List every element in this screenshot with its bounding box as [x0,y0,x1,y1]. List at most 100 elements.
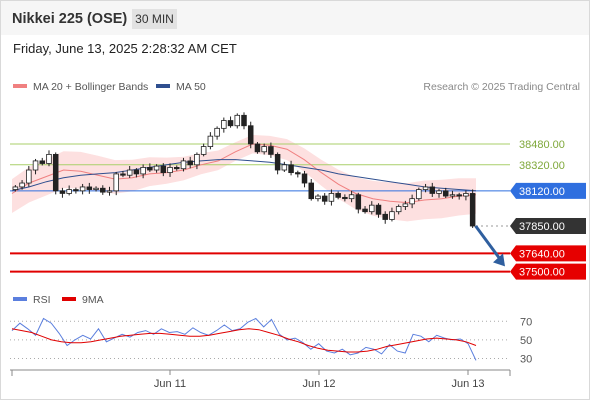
candle-body [19,182,25,188]
candle-body [469,193,476,227]
candle-body [261,146,267,153]
candle-body [234,114,241,127]
candle-body [221,120,227,129]
candle-body [12,186,19,190]
candle-body [187,160,193,166]
candle-body [308,182,315,200]
candle-body [207,135,214,147]
level-tags: 38480.00 38320.00 38120.00 37850.00 37640.00… [510,139,586,280]
instrument-title: Nikkei 225 (OSE) [12,11,128,27]
rsi-legend-swatch [13,297,27,301]
level-tag-37850-00-bg [510,218,586,235]
candle-body [241,114,247,127]
legend-top: MA 20 + Bollinger Bands MA 50 Research ©… [13,81,580,93]
candle-body [342,196,348,200]
candle-body [436,190,442,194]
candle-body [348,194,355,200]
level-tag-38120-00: 38120.00 [519,186,565,198]
candle-body [126,169,133,176]
candle-body [288,164,294,174]
level-tag-37640-00: 37640.00 [519,248,565,260]
candle-body [422,186,429,190]
forecast-arrow-head [493,253,505,267]
rsi-line [11,317,477,361]
candle-body [180,160,187,170]
candle-body [395,206,402,213]
candle-body [32,160,39,171]
rsi-ma-legend-swatch [62,297,76,301]
candle-body [362,208,368,213]
level-tag-37850-00: 37850.00 [519,221,565,233]
candle-body [315,195,321,200]
candle-body [214,127,220,137]
candle-body [227,120,234,127]
level-tag-37500-00: 37500.00 [519,267,565,279]
candle-body [93,187,99,190]
candle-body [52,153,59,192]
chart-header: Nikkei 225 (OSE) 30 MIN [1,1,589,35]
timeframe-button[interactable]: 30 MIN [132,9,177,29]
candle-body [268,146,274,155]
candle-body [106,190,113,193]
candle-body [402,203,409,207]
candle-body [375,204,382,215]
level-tag-38320-00: 38320.00 [519,160,565,172]
candle-body [160,165,167,174]
x-tick-label: Jun 11 [154,378,186,390]
candle-body [66,189,72,194]
candle-body [281,164,288,171]
candle-body [247,125,254,145]
candle-body [140,167,146,175]
rsi-legend-label: RSI [33,294,51,306]
candle-body [194,153,200,166]
ma20-legend-swatch [13,84,27,88]
legend-rsi: RSI 9MA [13,294,104,306]
rsi-panel: 70 50 30 [10,316,532,366]
candle-body [369,204,375,213]
ma20-legend-label: MA 20 + Bollinger Bands [33,81,148,93]
candle-body [321,195,328,202]
rsi-tick-30: 30 [520,354,532,366]
candle-body [120,173,126,176]
credit-text: Research © 2025 Trading Central [423,81,580,93]
chart-datetime: Friday, June 13, 2025 2:28:32 AM CET [13,41,237,56]
candle-body [301,173,308,184]
x-axis: Jun 11 Jun 12 Jun 13 [10,369,511,390]
candle-body [113,173,119,192]
rsi-ma-legend-label: 9MA [82,294,104,306]
candlesticks [12,112,476,228]
candle-body [295,172,301,175]
level-lines [10,143,510,273]
forecast-arrow [474,225,505,267]
x-tick-label: Jun 13 [451,378,484,390]
candle-body [389,211,395,220]
ma20-line [11,143,477,204]
candle-body [442,190,449,197]
candle-body [26,169,32,184]
candle-body [274,153,281,171]
candle-body [59,190,66,194]
candle-body [147,167,153,171]
ma50-legend-label: MA 50 [176,81,206,93]
candle-body [355,194,362,210]
candle-body [335,193,341,198]
candle-body [133,169,140,175]
candle-body [463,193,469,197]
candle-body [328,193,335,202]
candle-body [200,146,207,155]
level-tag-38480-00: 38480.00 [519,139,565,151]
candle-body [416,189,422,200]
candle-body [429,186,436,194]
level-tag-38120-00-bg [510,182,586,199]
candle-body [79,186,86,192]
candle-body [39,160,46,164]
ma50-legend-swatch [156,84,170,88]
rsi-tick-50: 50 [520,335,532,347]
candle-body [173,167,180,170]
rsi-tick-70: 70 [520,316,532,328]
candle-body [254,143,261,153]
candle-body [449,194,456,197]
candle-body [86,186,93,190]
x-tick-label: Jun 12 [302,378,335,390]
